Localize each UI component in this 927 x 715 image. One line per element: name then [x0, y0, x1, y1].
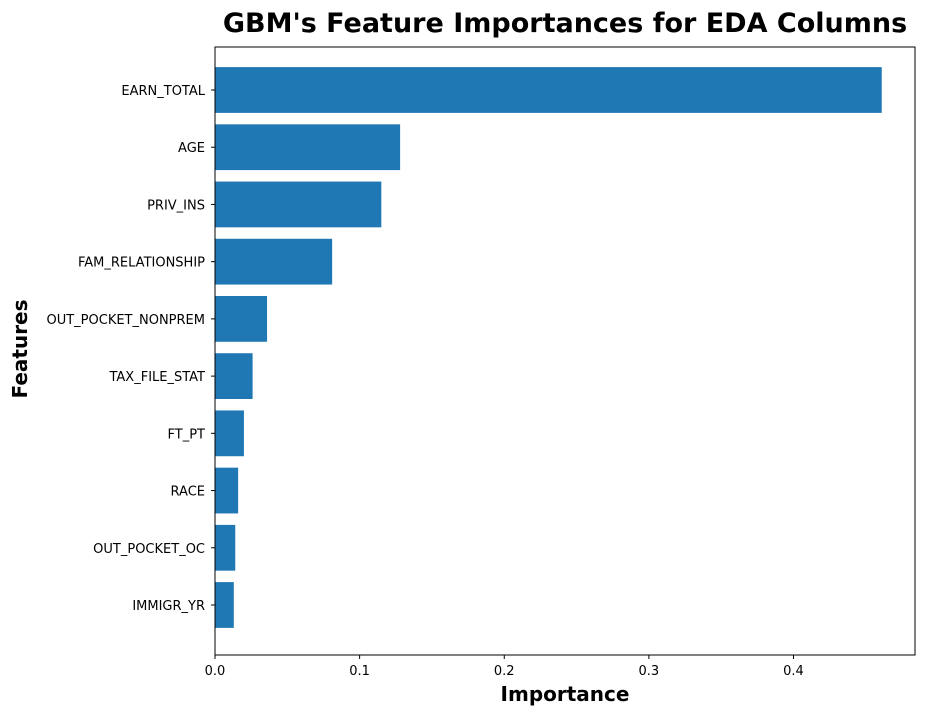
y-tick-label: IMMIGR_YR	[132, 599, 205, 614]
x-axis-label: Importance	[501, 682, 630, 706]
bar-ft-pt	[215, 410, 244, 457]
y-axis-label: Features	[8, 299, 32, 398]
chart-title: GBM's Feature Importances for EDA Column…	[223, 8, 907, 39]
x-tick-label: 0.3	[639, 664, 660, 679]
x-tick-label: 0.0	[205, 664, 226, 679]
y-tick-label: OUT_POCKET_NONPREM	[46, 313, 205, 328]
y-tick-label: RACE	[171, 485, 205, 500]
bar-out-pocket-oc	[215, 524, 236, 571]
bars-group	[215, 67, 882, 628]
plot-frame	[214, 46, 916, 656]
x-axis-ticks: 0.0 0.1 0.2 0.3 0.4	[205, 655, 804, 679]
y-tick-label: FT_PT	[168, 427, 206, 442]
bar-fam-relationship	[215, 238, 333, 285]
x-tick-label: 0.2	[494, 664, 515, 679]
bar-earn-total	[215, 67, 882, 113]
bar-age	[215, 124, 401, 171]
y-tick-label: EARN_TOTAL	[121, 84, 205, 99]
bar-tax-file-stat	[215, 353, 253, 399]
y-tick-label: TAX_FILE_STAT	[108, 370, 205, 385]
y-tick-label: PRIV_INS	[147, 198, 205, 213]
y-tick-label: OUT_POCKET_OC	[93, 542, 205, 557]
bar-race	[215, 467, 239, 514]
bar-immigr-yr	[215, 582, 234, 628]
bar-priv-ins	[215, 181, 382, 228]
x-tick-label: 0.1	[349, 664, 370, 679]
y-tick-label: AGE	[178, 141, 205, 156]
y-tick-label: FAM_RELATIONSHIP	[78, 256, 205, 271]
y-axis-ticks: EARN_TOTAL AGE PRIV_INS FAM_RELATIONSHIP OUT…	[46, 84, 215, 614]
bar-out-pocket-nonprem	[215, 296, 268, 342]
x-tick-label: 0.4	[783, 664, 804, 679]
